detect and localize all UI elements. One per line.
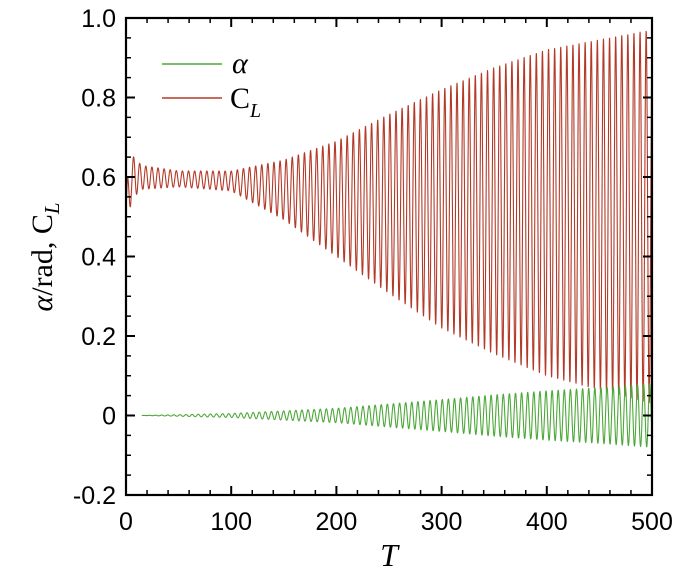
x-tick-label: 0 <box>119 508 133 536</box>
plot-series <box>125 30 653 448</box>
y-tick-label: -0.2 <box>73 482 116 510</box>
y-tick-label: 0.6 <box>81 164 116 192</box>
y-axis-title: α/rad, CL <box>26 202 64 311</box>
x-tick-label: 200 <box>316 508 358 536</box>
y-axis-title-alpha: α <box>26 295 59 312</box>
x-tick-labels: 0 100 200 300 400 500 <box>119 508 673 536</box>
y-tick-label: 0.4 <box>81 244 116 272</box>
y-tick-label: 1.0 <box>81 5 116 33</box>
legend-label-cl-sub: L <box>249 100 261 122</box>
legend: α CL <box>162 47 261 122</box>
y-tick-label: 0.2 <box>81 323 116 351</box>
series-line-cl <box>125 30 653 404</box>
x-tick-label: 100 <box>210 508 252 536</box>
x-axis-title: T <box>380 537 400 572</box>
x-tick-label: 300 <box>421 508 463 536</box>
legend-label-cl-main: C <box>230 82 250 115</box>
y-axis-title-sub: L <box>40 202 64 215</box>
legend-label-cl: CL <box>230 82 261 122</box>
plot-frame <box>124 16 654 497</box>
x-tick-label: 400 <box>526 508 568 536</box>
y-axis-title-main: /rad, C <box>26 214 59 296</box>
series-line-alpha <box>141 383 653 448</box>
tick-marks <box>125 17 653 496</box>
y-tick-label: 0.8 <box>81 85 116 113</box>
y-tick-label: 0 <box>102 403 116 431</box>
y-tick-labels: -0.2 0 0.2 0.4 0.6 0.8 1.0 <box>73 5 116 510</box>
legend-label-alpha: α <box>232 47 249 80</box>
x-tick-label: 500 <box>631 508 673 536</box>
